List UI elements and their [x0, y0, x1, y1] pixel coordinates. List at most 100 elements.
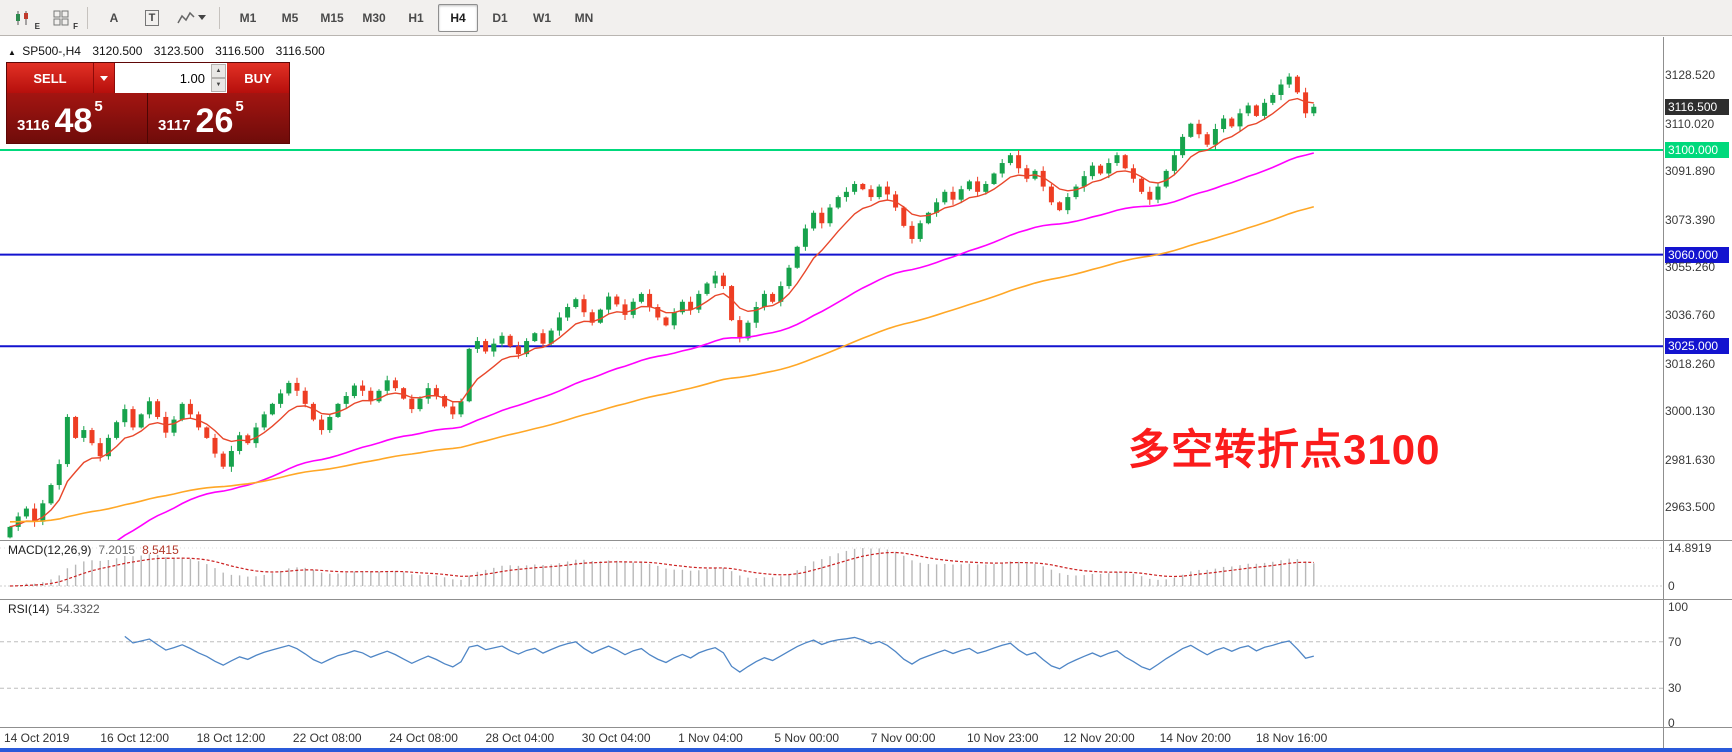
time-axis-label: 16 Oct 12:00	[100, 731, 170, 745]
rsi-axis-label: 30	[1668, 681, 1682, 696]
time-axis-label: 18 Oct 12:00	[196, 731, 266, 745]
price-axis-label: 3128.520	[1665, 68, 1716, 83]
time-axis-label: 10 Nov 23:00	[967, 731, 1039, 745]
timeframe-button-MN[interactable]: MN	[574, 10, 594, 25]
timeframe-button-M5[interactable]: M5	[281, 10, 299, 25]
price-axis-label: 2981.630	[1665, 452, 1716, 467]
price-axis-label: 3100.000	[1665, 141, 1729, 158]
time-axis-label: 7 Nov 00:00	[870, 731, 936, 745]
time-axis-label: 28 Oct 04:00	[485, 731, 555, 745]
time-axis-label: 18 Nov 16:00	[1255, 731, 1328, 745]
price-axis-label: 3055.260	[1665, 260, 1716, 275]
macd-value: 7.2015	[98, 543, 136, 557]
rsi-value: 54.3322	[56, 602, 100, 616]
symbol-marker-icon: ▲	[8, 48, 16, 57]
chevron-down-icon	[100, 75, 108, 81]
volume-up-button[interactable]: ▲	[211, 64, 226, 78]
cursor-tool-button[interactable]: A	[96, 4, 132, 32]
sell-price-sup: 5	[94, 98, 103, 115]
line-studies-button[interactable]	[172, 4, 211, 32]
candlestick-chart-icon	[16, 10, 28, 25]
price-axis-label: 3110.020	[1665, 116, 1715, 131]
chevron-down-icon	[198, 15, 206, 20]
ohlc-low: 3116.500	[215, 44, 265, 58]
text-tool-label: T	[144, 9, 160, 26]
volume-dropdown-button[interactable]	[93, 63, 115, 93]
down-arrow-icon: ▼	[215, 82, 222, 88]
timeframe-button-W1[interactable]: W1	[533, 10, 551, 25]
bottom-scrollbar[interactable]	[0, 748, 1732, 752]
cursor-tool-label: A	[109, 10, 119, 25]
symbol-info: ▲ SP500-,H4 3120.500 3123.500 3116.500 3…	[8, 44, 333, 58]
price-axis-label: 3091.890	[1665, 164, 1716, 179]
price-axis-label: 2963.500	[1665, 500, 1716, 515]
rsi-axis-label: 0	[1668, 716, 1675, 730]
time-axis-label: 22 Oct 08:00	[292, 731, 362, 745]
timeframe-button-M15[interactable]: M15	[320, 10, 344, 25]
buy-price-small: 3117	[158, 117, 191, 134]
grid-button[interactable]: F	[43, 4, 79, 32]
ohlc-open: 3120.500	[92, 44, 143, 58]
time-axis-label: 1 Nov 04:00	[678, 731, 743, 745]
trade-panel-top-row: SELL ▲ ▼ BUY	[7, 63, 289, 93]
sell-button[interactable]: SELL	[7, 63, 93, 93]
price-axis-label: 3073.390	[1665, 212, 1716, 227]
time-axis-label: 14 Oct 2019	[4, 731, 70, 745]
timeframe-button-H1[interactable]: H1	[408, 10, 424, 25]
buy-button[interactable]: BUY	[227, 63, 289, 93]
grid-sub-label: F	[73, 21, 78, 31]
price-axis-label: 3000.130	[1665, 404, 1716, 419]
price-axis-label: 3025.000	[1665, 338, 1729, 355]
sell-price-small: 3116	[17, 117, 50, 134]
trade-panel-price-row: 3116 48 5 3117 26 5	[7, 93, 289, 143]
time-axis: 14 Oct 2019 16 Oct 12:00 18 Oct 12:00 22 Oc…	[0, 729, 1663, 749]
timeframe-button-M30[interactable]: M30	[362, 10, 386, 25]
rsi-axis-label: 100	[1668, 600, 1689, 614]
buy-price-sup: 5	[235, 98, 244, 115]
macd-axis-label: 14.8919	[1668, 541, 1712, 555]
time-axis-label: 5 Nov 00:00	[774, 731, 840, 745]
grid-icon	[53, 10, 69, 25]
macd-signal-value: 8.5415	[142, 543, 179, 557]
toolbar: E F A T M1 M5 M15 M30 H1 H4 D1 W1 MN	[0, 0, 1732, 36]
volume-stepper: ▲ ▼	[211, 64, 226, 92]
macd-label: MACD(12,26,9) 7.2015 8.5415	[8, 543, 179, 557]
text-tool-button[interactable]: T	[134, 4, 170, 32]
chart-type-button[interactable]: E	[5, 4, 41, 32]
time-axis-label: 12 Nov 20:00	[1063, 731, 1135, 745]
buy-price[interactable]: 3117 26 5	[148, 93, 289, 143]
timeframe-button-D1[interactable]: D1	[492, 10, 508, 25]
price-axis-label: 3060.000	[1665, 246, 1729, 263]
price-axis-label: 3018.260	[1665, 356, 1716, 371]
buy-price-big: 26	[195, 102, 234, 141]
ohlc-close: 3116.500	[275, 44, 325, 58]
line-studies-icon	[177, 11, 195, 23]
volume-input[interactable]	[115, 69, 207, 87]
sell-price-big: 48	[54, 102, 93, 141]
volume-down-button[interactable]: ▼	[211, 78, 226, 92]
toolbar-separator	[219, 6, 220, 29]
toolbar-separator	[87, 6, 88, 29]
timeframe-button-M1[interactable]: M1	[239, 10, 257, 25]
price-axis-label: 3036.760	[1665, 308, 1716, 323]
timeframe-button-H4[interactable]: H4	[438, 3, 478, 32]
rsi-label: RSI(14) 54.3322	[8, 602, 100, 616]
macd-title: MACD(12,26,9)	[8, 543, 92, 557]
time-axis-label: 14 Nov 20:00	[1159, 731, 1231, 745]
sell-price[interactable]: 3116 48 5	[7, 93, 148, 143]
price-axis: 3128.520 3116.500 3110.020 3100.000 3091.890…	[1665, 37, 1731, 752]
ohlc-high: 3123.500	[153, 44, 204, 58]
timeframe-group: M1 M5 M15 M30 H1 H4 D1 W1 MN	[227, 3, 605, 32]
time-axis-label: 24 Oct 08:00	[389, 731, 458, 745]
volume-field-wrap: ▲ ▼	[115, 63, 227, 93]
price-axis-label: 3116.500	[1665, 98, 1729, 115]
rsi-axis-label: 70	[1668, 634, 1682, 649]
one-click-trading-panel: SELL ▲ ▼ BUY 3116 48 5 3117 26 5	[6, 62, 290, 144]
chart-annotation-text: 多空转折点3100	[1128, 426, 1441, 473]
up-arrow-icon: ▲	[215, 68, 222, 74]
macd-axis-label: 0	[1668, 579, 1675, 593]
symbol-name: SP500-,H4	[22, 44, 81, 58]
chart-type-sub-label: E	[34, 21, 40, 31]
time-axis-label: 30 Oct 04:00	[581, 731, 651, 745]
